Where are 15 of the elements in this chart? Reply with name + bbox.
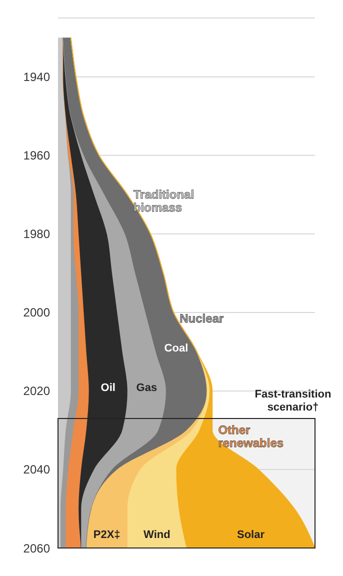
y-tick-label: 2060	[23, 541, 50, 556]
series-label: Oil	[100, 382, 116, 394]
series-label: Wind	[144, 529, 170, 541]
y-tick-label: 1940	[23, 70, 50, 84]
series-label: P2X‡	[93, 529, 120, 541]
y-tick-label: 2040	[23, 462, 50, 477]
y-tick-label: 2000	[23, 306, 50, 320]
series-label: Solar	[236, 529, 266, 541]
text: Nuclear	[180, 311, 224, 326]
y-tick-label: 2020	[23, 384, 50, 398]
series-label: Gas	[136, 382, 158, 394]
y-tick-label: 1980	[23, 227, 50, 242]
series-label: Coal	[164, 342, 188, 355]
band-label: Fast-transition scenario†	[254, 388, 332, 414]
y-tick-label: 1960	[23, 148, 50, 163]
